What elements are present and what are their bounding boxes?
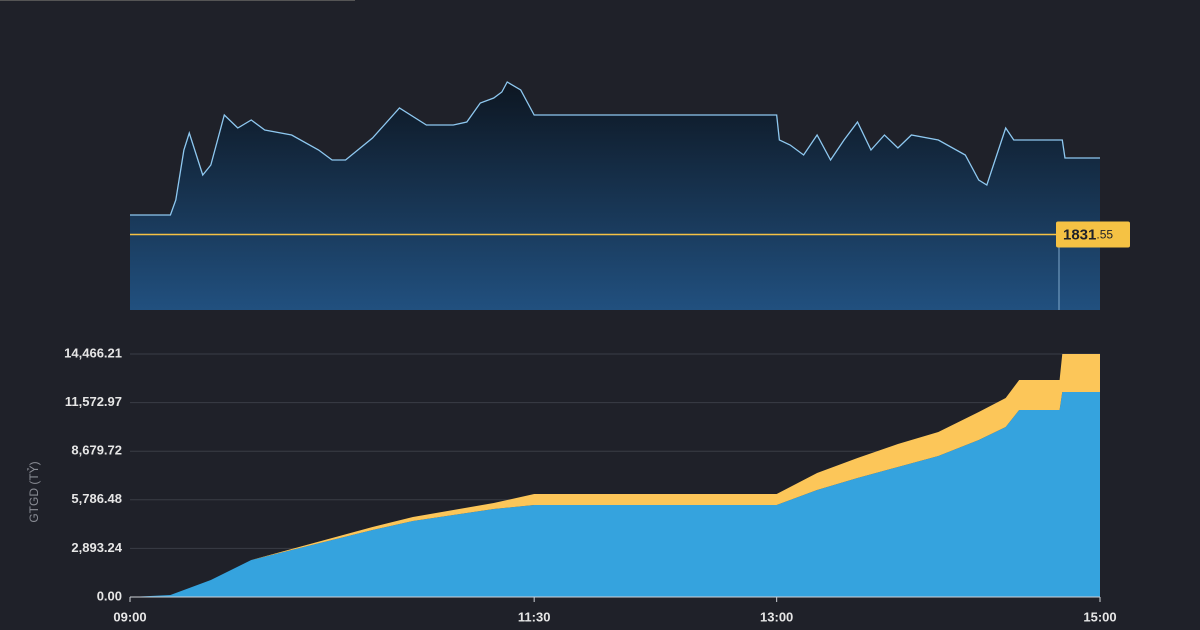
price-panel: 1831.55 bbox=[130, 81, 1130, 310]
y-tick-label: 8,679.72 bbox=[71, 443, 122, 458]
price-line bbox=[130, 81, 1100, 216]
y-tick-label: 14,466.21 bbox=[64, 345, 122, 360]
y-tick-label: 5,786.48 bbox=[71, 491, 122, 506]
reference-label-main: 1831 bbox=[1063, 226, 1096, 243]
x-tick-label: 11:30 bbox=[518, 609, 551, 624]
price-area bbox=[130, 82, 1100, 310]
x-tick-label: 13:00 bbox=[760, 609, 793, 624]
y-tick-label: 11,572.97 bbox=[65, 394, 122, 409]
y-axis-label: GTGD (TỶ) bbox=[26, 461, 41, 522]
x-tick-label: 09:00 bbox=[113, 609, 146, 624]
area bbox=[130, 392, 1100, 597]
x-tick-label: 15:00 bbox=[1083, 609, 1116, 624]
value-panel: 0.00 2,893.24 5,786.48 8,679.72 11,572.97 14,… bbox=[26, 345, 1116, 624]
y-tick-label: 0.00 bbox=[97, 588, 122, 603]
reference-label-fraction: .55 bbox=[1096, 228, 1113, 242]
reference-label: 1831.55 bbox=[1063, 226, 1113, 243]
y-tick-label: 2,893.24 bbox=[71, 540, 122, 555]
reference-label-box bbox=[1056, 221, 1130, 248]
